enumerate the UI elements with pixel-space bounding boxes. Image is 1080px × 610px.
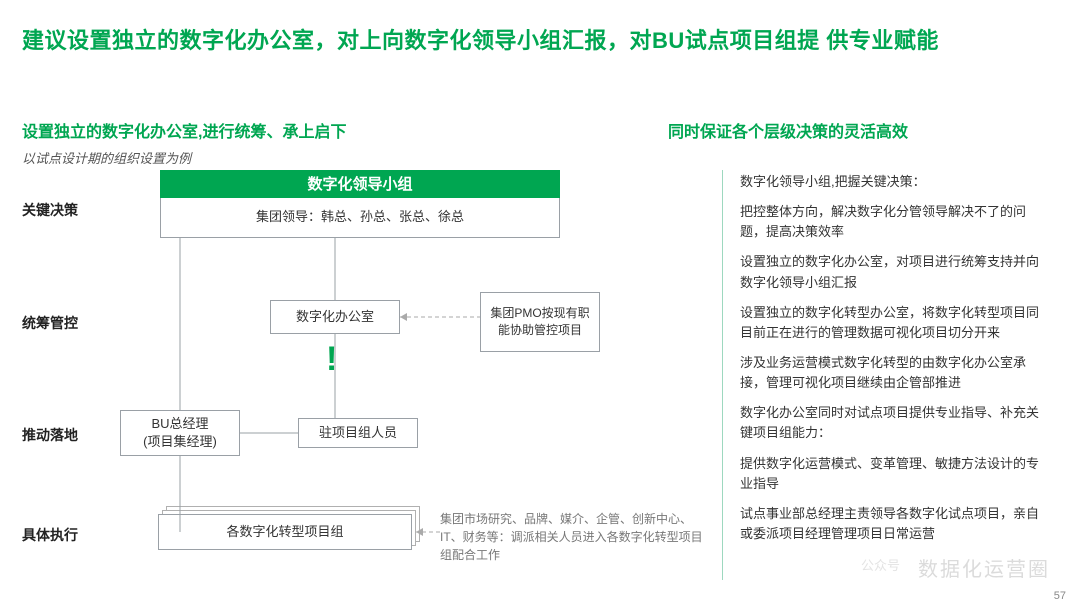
- bullet-7: 提供数字化运营模式、变革管理、敏捷方法设计的专业指导: [740, 454, 1050, 494]
- bullet-6: 数字化办公室同时对试点项目提供专业指导、补充关键项目组能力：: [740, 403, 1050, 443]
- bullet-5: 涉及业务运营模式数字化转型的由数字化办公室承接，管理可视化项目继续由企管部推进: [740, 353, 1050, 393]
- watermark-small: 公众号: [861, 555, 900, 574]
- bullet-3: 设置独立的数字化办公室，对项目进行统筹支持并向数字化领导小组汇报: [740, 252, 1050, 292]
- pmo-box: 集团PMO按现有职能协助管控项目: [480, 292, 600, 352]
- subtitle-right: 同时保证各个层级决策的灵活高效: [668, 118, 908, 142]
- row-label-1: 关键决策: [22, 200, 78, 220]
- bullet-4: 设置独立的数字化转型办公室，将数字化转型项目同目前正在进行的管理数据可视化项目切…: [740, 303, 1050, 343]
- divider-line: [722, 170, 723, 580]
- footnote-span: 集团市场研究、品牌、媒介、企管、创新中心、IT、财务等：调派相关人员进入各数字化…: [440, 512, 703, 562]
- bu-box: BU总经理 (项目集经理): [120, 410, 240, 456]
- main-title: 建议设置独立的数字化办公室，对上向数字化领导小组汇报，对BU试点项目组提 供专业…: [22, 26, 1022, 57]
- exec-box: 各数字化转型项目组: [158, 514, 412, 550]
- bullet-2: 把控整体方向，解决数字化分管领导解决不了的问题，提高决策效率: [740, 202, 1050, 242]
- caption: 以试点设计期的组织设置为例: [22, 148, 191, 167]
- bullet-8: 试点事业部总经理主责领导各数字化试点项目，亲自或委派项目经理管理项目日常运营: [740, 504, 1050, 544]
- page-number: 57: [1054, 590, 1066, 602]
- resident-box: 驻项目组人员: [298, 418, 418, 448]
- footnote-text: 集团市场研究、品牌、媒介、企管、创新中心、IT、财务等：调派相关人员进入各数字化…: [440, 510, 710, 564]
- bullets-block: 数字化领导小组,把握关键决策： 把控整体方向，解决数字化分管领导解决不了的问题，…: [740, 172, 1050, 554]
- leader-header-box: 数字化领导小组: [160, 170, 560, 198]
- office-box: 数字化办公室: [270, 300, 400, 334]
- row-label-4: 具体执行: [22, 525, 78, 545]
- row-label-3: 推动落地: [22, 425, 78, 445]
- bullet-1: 数字化领导小组,把握关键决策：: [740, 172, 1050, 192]
- watermark-text: 数据化运营圈: [918, 553, 1050, 582]
- leader-body-box: 集团领导：韩总、孙总、张总、徐总: [160, 198, 560, 238]
- exclaim-icon: !: [326, 340, 337, 379]
- subtitle-left: 设置独立的数字化办公室,进行统筹、承上启下: [22, 118, 346, 142]
- row-label-2: 统筹管控: [22, 313, 78, 333]
